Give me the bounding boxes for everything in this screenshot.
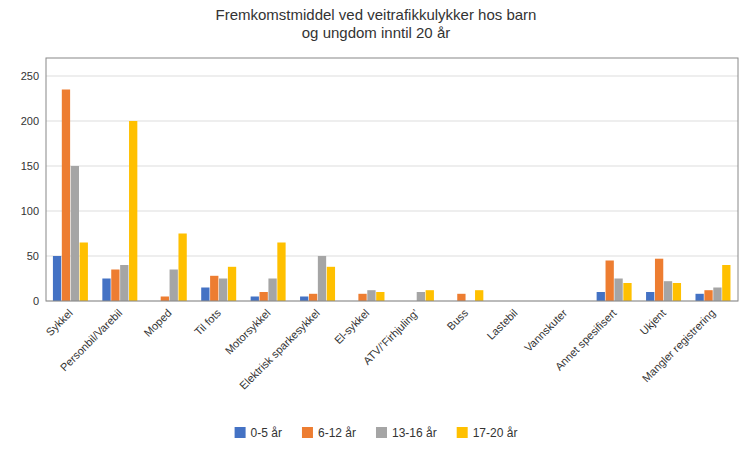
x-tick-label: Elektrisk sparkesykkel bbox=[237, 307, 322, 392]
grid-line bbox=[46, 256, 738, 257]
grid-line bbox=[46, 211, 738, 212]
chart: Fremkomstmiddel ved veitrafikkulykker ho… bbox=[0, 0, 752, 451]
legend-swatch bbox=[457, 427, 468, 438]
y-tick-label: 100 bbox=[21, 205, 39, 217]
x-tick-label: Lastebil bbox=[484, 307, 519, 342]
x-tick-label: Moped bbox=[141, 307, 173, 339]
x-tick-label: Buss bbox=[444, 306, 470, 332]
bar bbox=[673, 283, 681, 301]
bar bbox=[457, 294, 465, 301]
legend-label: 6-12 år bbox=[318, 426, 356, 440]
bar bbox=[129, 121, 137, 301]
legend-label: 13-16 år bbox=[392, 426, 437, 440]
x-tick-label: Sykkel bbox=[43, 307, 74, 338]
x-axis: SykkelPersonbil/Varebil Moped Til fotsMoto… bbox=[43, 306, 717, 391]
bar bbox=[614, 279, 622, 302]
bar bbox=[646, 292, 654, 301]
series bbox=[71, 166, 722, 301]
bar bbox=[376, 292, 384, 301]
bar bbox=[120, 265, 128, 301]
series bbox=[62, 90, 713, 302]
bar bbox=[713, 288, 721, 302]
bar bbox=[178, 234, 186, 302]
legend-label: 17-20 år bbox=[473, 426, 518, 440]
title: Fremkomstmiddel ved veitrafikkulykker ho… bbox=[216, 6, 537, 41]
bar bbox=[277, 243, 285, 302]
x-tick-label: Annet spesifisert bbox=[553, 307, 619, 373]
bar bbox=[210, 276, 218, 301]
bar bbox=[417, 292, 425, 301]
bar bbox=[426, 290, 434, 301]
x-tick-label: Ukjent bbox=[637, 307, 668, 338]
bars bbox=[53, 90, 731, 302]
bar bbox=[268, 279, 276, 302]
bar bbox=[722, 265, 730, 301]
grid bbox=[46, 76, 738, 301]
legend-swatch bbox=[302, 427, 313, 438]
bar bbox=[161, 297, 169, 302]
legend-label: 0-5 år bbox=[251, 426, 282, 440]
x-tick-label: Motorsykkel bbox=[223, 307, 273, 357]
bar bbox=[367, 290, 375, 301]
bar bbox=[102, 279, 110, 302]
bar bbox=[228, 267, 236, 301]
legend-item: 6-12 år bbox=[302, 426, 356, 440]
x-tick-label: Til fots bbox=[192, 306, 223, 337]
bar bbox=[475, 290, 483, 301]
grid-line bbox=[46, 166, 738, 167]
grid-line bbox=[46, 121, 738, 122]
y-axis: 0 50 100 150 200 250 bbox=[21, 70, 39, 307]
grid-line bbox=[46, 76, 738, 77]
x-tick-label: Vannskuter bbox=[522, 306, 569, 353]
bar bbox=[704, 290, 712, 301]
bar bbox=[219, 279, 227, 302]
y-tick-label: 50 bbox=[27, 250, 39, 262]
bar bbox=[606, 261, 614, 302]
x-tick-label: Personbil/Varebil bbox=[58, 307, 125, 374]
series bbox=[80, 121, 731, 301]
x-tick-label: Mangler registrering bbox=[640, 307, 718, 385]
y-tick-label: 200 bbox=[21, 115, 39, 127]
bar bbox=[664, 281, 672, 301]
series bbox=[53, 256, 704, 301]
y-tick-label: 250 bbox=[21, 70, 39, 82]
bar bbox=[327, 267, 335, 301]
legend-item: 0-5 år bbox=[235, 426, 282, 440]
bar bbox=[71, 166, 79, 301]
legend-swatch bbox=[235, 427, 246, 438]
x-tick-label: ATV/’Firhjuling’ bbox=[361, 307, 421, 367]
bar bbox=[623, 283, 631, 301]
bar bbox=[260, 292, 268, 301]
legend: 0-5 år 6-12 år 13-16 år 17-20 år bbox=[235, 426, 518, 440]
bar bbox=[655, 259, 663, 301]
bar bbox=[309, 294, 317, 301]
legend-item: 17-20 år bbox=[457, 426, 518, 440]
bar bbox=[695, 294, 703, 301]
bar bbox=[251, 297, 259, 302]
y-tick-label: 0 bbox=[33, 295, 39, 307]
x-tick-label: El-sykkel bbox=[332, 307, 372, 347]
bar bbox=[80, 243, 88, 302]
bar bbox=[111, 270, 119, 302]
plot-frame bbox=[46, 58, 738, 301]
bar bbox=[170, 270, 178, 302]
bar bbox=[201, 288, 209, 302]
bar bbox=[62, 90, 70, 302]
bar bbox=[318, 256, 326, 301]
bar bbox=[358, 294, 366, 301]
bar bbox=[597, 292, 605, 301]
y-tick-label: 150 bbox=[21, 160, 39, 172]
bar bbox=[53, 256, 61, 301]
bar bbox=[300, 297, 308, 302]
legend-swatch bbox=[376, 427, 387, 438]
legend-item: 13-16 år bbox=[376, 426, 437, 440]
